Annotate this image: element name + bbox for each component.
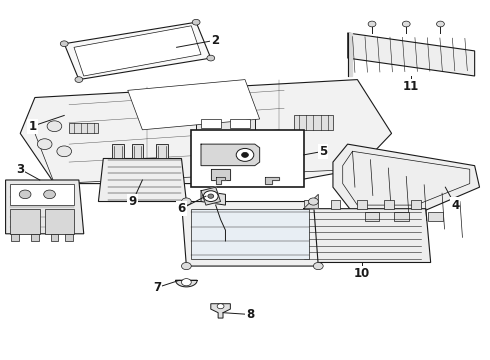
Text: 9: 9 bbox=[128, 195, 137, 208]
Text: 10: 10 bbox=[354, 267, 370, 280]
Circle shape bbox=[217, 304, 224, 309]
Text: 4: 4 bbox=[451, 199, 459, 212]
Bar bbox=[201, 119, 220, 128]
Bar bbox=[428, 212, 443, 221]
Bar bbox=[191, 130, 304, 187]
Text: 8: 8 bbox=[246, 308, 254, 321]
Bar bbox=[50, 234, 58, 241]
Bar bbox=[294, 116, 333, 130]
Polygon shape bbox=[181, 202, 318, 266]
Text: 5: 5 bbox=[319, 145, 327, 158]
Polygon shape bbox=[304, 194, 318, 209]
Polygon shape bbox=[74, 26, 201, 76]
Bar bbox=[45, 209, 74, 234]
Polygon shape bbox=[294, 209, 431, 262]
Text: 7: 7 bbox=[153, 281, 161, 294]
Polygon shape bbox=[265, 177, 279, 184]
Polygon shape bbox=[333, 144, 480, 212]
Polygon shape bbox=[211, 169, 230, 180]
Polygon shape bbox=[98, 158, 186, 202]
Circle shape bbox=[402, 21, 410, 27]
Bar bbox=[112, 144, 124, 158]
Bar bbox=[196, 116, 255, 134]
Circle shape bbox=[75, 77, 83, 82]
Bar bbox=[384, 200, 394, 209]
Circle shape bbox=[44, 190, 55, 199]
Polygon shape bbox=[347, 33, 352, 76]
Bar bbox=[411, 200, 421, 209]
Polygon shape bbox=[128, 80, 260, 130]
Circle shape bbox=[368, 21, 376, 27]
Circle shape bbox=[203, 191, 218, 202]
Polygon shape bbox=[216, 177, 225, 184]
Polygon shape bbox=[20, 80, 392, 184]
Polygon shape bbox=[201, 191, 225, 205]
Bar bbox=[65, 234, 73, 241]
Circle shape bbox=[57, 146, 72, 157]
Circle shape bbox=[37, 139, 52, 149]
Circle shape bbox=[181, 262, 191, 270]
Bar bbox=[357, 200, 367, 209]
Bar bbox=[132, 144, 144, 158]
Polygon shape bbox=[211, 304, 230, 318]
Polygon shape bbox=[191, 209, 309, 259]
Circle shape bbox=[60, 41, 68, 46]
Bar bbox=[394, 212, 409, 221]
Circle shape bbox=[181, 279, 191, 286]
Bar bbox=[365, 212, 379, 221]
Circle shape bbox=[192, 19, 200, 25]
Polygon shape bbox=[347, 33, 475, 76]
Circle shape bbox=[437, 21, 444, 27]
Circle shape bbox=[309, 198, 318, 205]
Polygon shape bbox=[64, 22, 211, 80]
Text: 1: 1 bbox=[28, 120, 37, 133]
Polygon shape bbox=[201, 187, 220, 205]
Bar bbox=[10, 184, 74, 205]
Circle shape bbox=[47, 121, 62, 132]
Bar bbox=[69, 123, 98, 134]
Circle shape bbox=[19, 190, 31, 199]
Text: 3: 3 bbox=[16, 163, 24, 176]
Polygon shape bbox=[201, 144, 260, 166]
Bar bbox=[10, 209, 40, 234]
Bar bbox=[156, 144, 168, 158]
Bar bbox=[304, 200, 314, 209]
Circle shape bbox=[236, 148, 254, 161]
Bar bbox=[11, 234, 19, 241]
Circle shape bbox=[181, 198, 191, 205]
Text: 6: 6 bbox=[177, 202, 186, 215]
Circle shape bbox=[242, 152, 248, 157]
Bar bbox=[230, 119, 250, 128]
Bar bbox=[31, 234, 39, 241]
Polygon shape bbox=[175, 280, 197, 287]
Circle shape bbox=[314, 262, 323, 270]
Text: 2: 2 bbox=[212, 33, 220, 47]
Circle shape bbox=[208, 194, 214, 198]
Bar bbox=[331, 200, 340, 209]
Circle shape bbox=[207, 55, 215, 61]
Polygon shape bbox=[5, 180, 84, 234]
Text: 11: 11 bbox=[403, 80, 419, 93]
